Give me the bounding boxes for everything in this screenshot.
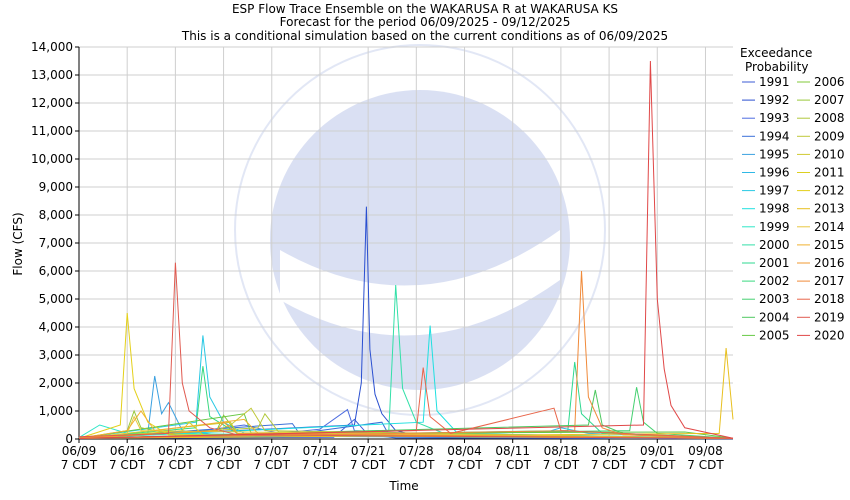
x-tick-label: 08/18 bbox=[544, 444, 579, 458]
y-tick-label: 10,000 bbox=[31, 152, 73, 166]
legend-label-1993: 1993 bbox=[759, 111, 790, 125]
x-tick-label: 07/07 bbox=[254, 444, 289, 458]
x-tick-sublabel: 7 CDT bbox=[543, 458, 580, 472]
y-tick-label: 3,000 bbox=[39, 348, 73, 362]
legend-label-2007: 2007 bbox=[814, 93, 845, 107]
x-tick-sublabel: 7 CDT bbox=[350, 458, 387, 472]
y-tick-label: 9,000 bbox=[39, 180, 73, 194]
legend-label-1998: 1998 bbox=[759, 202, 790, 216]
y-tick-label: 13,000 bbox=[31, 68, 73, 82]
axes: 0 1,000 2,000 3,000 4,000 5,000 6,000 7,000 8,00… bbox=[31, 40, 733, 472]
chart-title: ESP Flow Trace Ensemble on the WAKARUSA … bbox=[181, 2, 668, 43]
series-line-2012 bbox=[78, 312, 734, 439]
x-tick-label: 07/28 bbox=[399, 444, 434, 458]
legend-label-1994: 1994 bbox=[759, 129, 790, 143]
x-tick-sublabel: 7 CDT bbox=[591, 458, 628, 472]
y-tick-label: 7,000 bbox=[39, 236, 73, 250]
legend-label-2012: 2012 bbox=[814, 184, 845, 198]
title-line-3: This is a conditional simulation based o… bbox=[181, 29, 668, 43]
legend-label-2014: 2014 bbox=[814, 220, 845, 234]
legend-label-1996: 1996 bbox=[759, 166, 790, 180]
x-tick-label: 07/21 bbox=[351, 444, 386, 458]
y-tick-label: 4,000 bbox=[39, 320, 73, 334]
legend-label-1992: 1992 bbox=[759, 93, 790, 107]
x-tick-label: 09/01 bbox=[640, 444, 675, 458]
y-tick-label: 11,000 bbox=[31, 124, 73, 138]
legend-label-1999: 1999 bbox=[759, 220, 790, 234]
y-tick-label: 5,000 bbox=[39, 292, 73, 306]
legend-label-2006: 2006 bbox=[814, 75, 845, 89]
x-tick-label: 06/16 bbox=[110, 444, 145, 458]
legend-label-2005: 2005 bbox=[759, 328, 790, 342]
x-tick-sublabel: 7 CDT bbox=[446, 458, 483, 472]
y-tick-label: 0 bbox=[65, 432, 73, 446]
x-tick-sublabel: 7 CDT bbox=[398, 458, 435, 472]
legend-label-2017: 2017 bbox=[814, 274, 845, 288]
legend-label-1997: 1997 bbox=[759, 184, 790, 198]
legend-label-2002: 2002 bbox=[759, 274, 790, 288]
x-tick-sublabel: 7 CDT bbox=[157, 458, 194, 472]
x-tick-sublabel: 7 CDT bbox=[687, 458, 724, 472]
x-tick-label: 06/09 bbox=[62, 444, 97, 458]
series-lines bbox=[78, 60, 734, 440]
y-tick-label: 6,000 bbox=[39, 264, 73, 278]
legend-label-2003: 2003 bbox=[759, 292, 790, 306]
legend-title-line-2: Probability bbox=[745, 60, 808, 74]
x-tick-label: 08/04 bbox=[447, 444, 482, 458]
series-line-2017 bbox=[78, 270, 734, 439]
x-tick-sublabel: 7 CDT bbox=[495, 458, 532, 472]
x-tick-sublabel: 7 CDT bbox=[109, 458, 146, 472]
x-tick-sublabel: 7 CDT bbox=[254, 458, 291, 472]
series-line-2019 bbox=[78, 262, 734, 439]
y-tick-label: 2,000 bbox=[39, 376, 73, 390]
legend-label-2001: 2001 bbox=[759, 256, 790, 270]
noaa-watermark-logo bbox=[234, 44, 606, 416]
legend-label-2018: 2018 bbox=[814, 292, 845, 306]
y-axis-label: Flow (CFS) bbox=[11, 212, 25, 275]
legend-label-2011: 2011 bbox=[814, 166, 845, 180]
legend: Exceedance Probability 1991 1992 1993 1994 1… bbox=[740, 46, 845, 342]
x-tick-sublabel: 7 CDT bbox=[61, 458, 98, 472]
x-tick-sublabel: 7 CDT bbox=[302, 458, 339, 472]
x-tick-label: 08/25 bbox=[592, 444, 627, 458]
legend-label-2019: 2019 bbox=[814, 310, 845, 324]
title-line-1: ESP Flow Trace Ensemble on the WAKARUSA … bbox=[232, 2, 618, 16]
series-line-1991 bbox=[78, 418, 734, 440]
y-tick-label: 12,000 bbox=[31, 96, 73, 110]
legend-label-2010: 2010 bbox=[814, 147, 845, 161]
legend-label-2009: 2009 bbox=[814, 129, 845, 143]
legend-label-2016: 2016 bbox=[814, 256, 845, 270]
x-tick-label: 06/23 bbox=[158, 444, 193, 458]
legend-label-2008: 2008 bbox=[814, 111, 845, 125]
x-axis-label: Time bbox=[388, 479, 418, 493]
legend-label-2004: 2004 bbox=[759, 310, 790, 324]
x-tick-label: 07/14 bbox=[303, 444, 338, 458]
x-tick-sublabel: 7 CDT bbox=[639, 458, 676, 472]
x-tick-label: 06/30 bbox=[206, 444, 241, 458]
series-line-2016 bbox=[78, 421, 734, 439]
y-tick-label: 8,000 bbox=[39, 208, 73, 222]
series-line-2014 bbox=[78, 415, 734, 439]
legend-label-2015: 2015 bbox=[814, 238, 845, 252]
y-tick-label: 14,000 bbox=[31, 40, 73, 54]
legend-label-1991: 1991 bbox=[759, 75, 790, 89]
legend-label-2013: 2013 bbox=[814, 202, 845, 216]
series-line-2020 bbox=[78, 60, 734, 439]
legend-label-2000: 2000 bbox=[759, 238, 790, 252]
y-tick-label: 1,000 bbox=[39, 404, 73, 418]
legend-title-line-1: Exceedance bbox=[740, 46, 812, 60]
legend-label-1995: 1995 bbox=[759, 147, 790, 161]
grid bbox=[79, 46, 733, 439]
x-tick-sublabel: 7 CDT bbox=[205, 458, 242, 472]
title-line-2: Forecast for the period 06/09/2025 - 09/… bbox=[280, 15, 571, 29]
x-tick-label: 09/08 bbox=[688, 444, 723, 458]
x-tick-label: 08/11 bbox=[495, 444, 530, 458]
legend-label-2020: 2020 bbox=[814, 328, 845, 342]
